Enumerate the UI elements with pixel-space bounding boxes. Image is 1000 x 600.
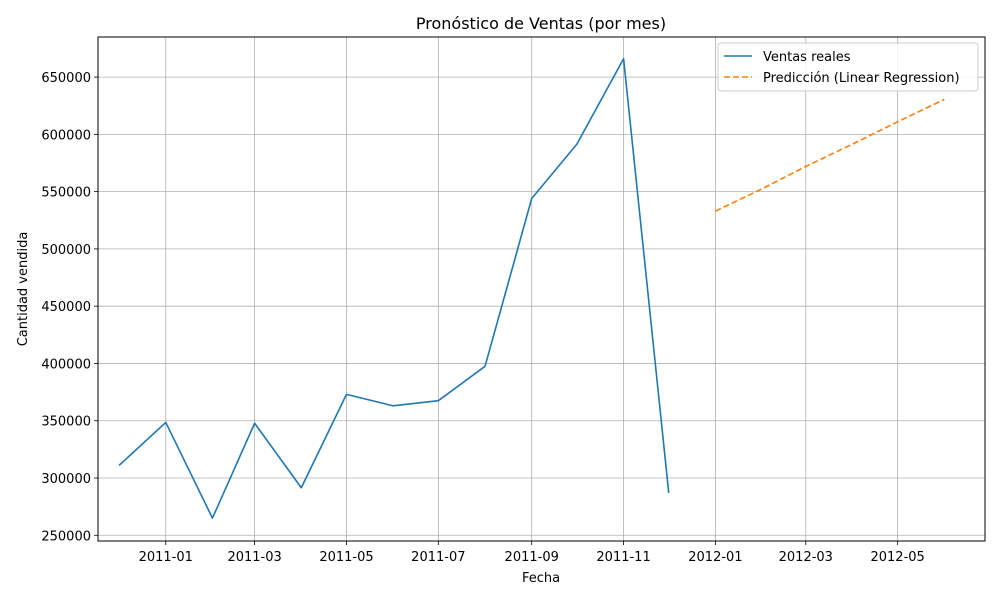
x-tick-label: 2012-05 (870, 550, 924, 565)
y-tick-label: 650000 (41, 71, 91, 86)
y-tick-label: 500000 (41, 243, 91, 258)
grid (98, 37, 985, 541)
x-tick-label: 2011-11 (596, 550, 650, 565)
x-tick-label: 2011-03 (227, 550, 281, 565)
y-tick-label: 300000 (41, 472, 91, 487)
x-tick-label: 2012-01 (688, 550, 742, 565)
series-layer (118, 57, 945, 519)
y-axis: 250000 300000 350000 400000 450000 500000 5500… (41, 71, 98, 544)
legend-label-prediccion: Predicción (Linear Regression) (763, 71, 960, 86)
x-tick-label: 2012-03 (779, 550, 833, 565)
y-tick-label: 450000 (41, 300, 91, 315)
x-tick-label: 2011-09 (505, 550, 559, 565)
y-axis-label: Cantidad vendida (16, 232, 31, 347)
x-tick-label: 2011-01 (139, 550, 193, 565)
x-axis: 2011-01 2011-03 2011-05 2011-07 2011-09 2011-… (139, 541, 925, 565)
legend-frame (717, 42, 979, 92)
series-line-0 (118, 57, 670, 519)
y-tick-label: 600000 (41, 128, 91, 143)
x-axis-label: Fecha (522, 571, 560, 586)
series-line-1 (715, 98, 945, 212)
legend: Ventas reales Predicción (Linear Regress… (717, 42, 979, 92)
y-tick-label: 550000 (41, 186, 91, 201)
plot-frame (97, 36, 986, 542)
y-tick-label: 400000 (41, 357, 91, 372)
y-tick-label: 250000 (41, 529, 91, 544)
legend-label-ventas-reales: Ventas reales (763, 50, 851, 65)
chart-title: Pronóstico de Ventas (por mes) (416, 14, 666, 33)
x-tick-label: 2011-05 (319, 550, 373, 565)
x-tick-label: 2011-07 (411, 550, 465, 565)
y-tick-label: 350000 (41, 415, 91, 430)
